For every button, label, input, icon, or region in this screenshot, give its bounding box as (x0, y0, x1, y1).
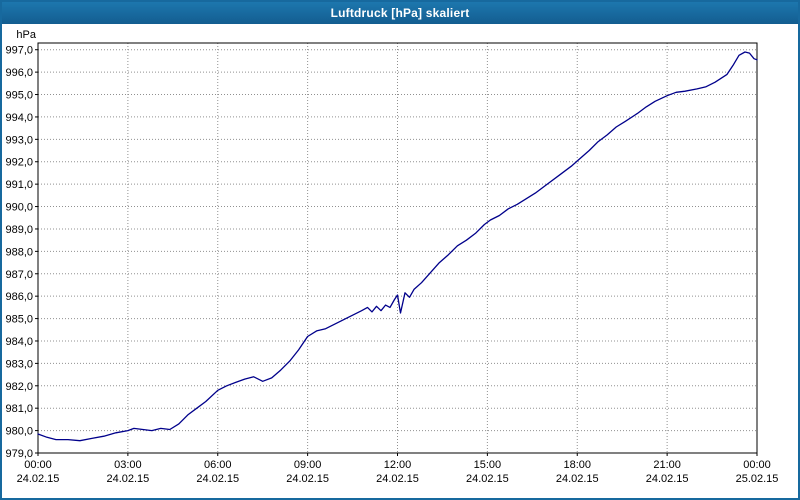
svg-text:12:00: 12:00 (384, 459, 412, 471)
svg-text:24.02.15: 24.02.15 (466, 473, 509, 485)
svg-text:984,0: 984,0 (5, 336, 33, 348)
svg-text:06:00: 06:00 (204, 459, 232, 471)
svg-text:24.02.15: 24.02.15 (17, 473, 60, 485)
svg-text:991,0: 991,0 (5, 179, 33, 191)
svg-text:24.02.15: 24.02.15 (646, 473, 689, 485)
svg-text:988,0: 988,0 (5, 246, 33, 258)
svg-text:03:00: 03:00 (114, 459, 142, 471)
svg-text:979,0: 979,0 (5, 448, 33, 460)
svg-text:985,0: 985,0 (5, 314, 33, 326)
pressure-line-chart: 979,0 980,0 981,0 982,0 983,0 984,0 985,0 986,0… (5, 29, 779, 485)
window-titlebar: Luftdruck [hPa] skaliert (2, 2, 798, 24)
svg-text:15:00: 15:00 (474, 459, 502, 471)
svg-text:hPa: hPa (16, 29, 36, 41)
svg-text:00:00: 00:00 (743, 459, 771, 471)
svg-text:00:00: 00:00 (24, 459, 52, 471)
svg-text:18:00: 18:00 (563, 459, 591, 471)
chart-area: 979,0 980,0 981,0 982,0 983,0 984,0 985,0 986,0… (2, 24, 798, 498)
svg-text:989,0: 989,0 (5, 224, 33, 236)
svg-text:986,0: 986,0 (5, 291, 33, 303)
svg-text:992,0: 992,0 (5, 157, 33, 169)
svg-text:24.02.15: 24.02.15 (106, 473, 149, 485)
svg-text:995,0: 995,0 (5, 90, 33, 102)
svg-text:983,0: 983,0 (5, 358, 33, 370)
svg-text:981,0: 981,0 (5, 403, 33, 415)
svg-text:24.02.15: 24.02.15 (376, 473, 419, 485)
svg-text:09:00: 09:00 (294, 459, 322, 471)
svg-text:24.02.15: 24.02.15 (556, 473, 599, 485)
svg-text:980,0: 980,0 (5, 426, 33, 438)
svg-text:982,0: 982,0 (5, 381, 33, 393)
svg-text:987,0: 987,0 (5, 269, 33, 281)
svg-text:24.02.15: 24.02.15 (286, 473, 329, 485)
svg-text:21:00: 21:00 (653, 459, 681, 471)
svg-text:990,0: 990,0 (5, 202, 33, 214)
svg-text:994,0: 994,0 (5, 112, 33, 124)
window-title: Luftdruck [hPa] skaliert (330, 6, 470, 20)
svg-text:24.02.15: 24.02.15 (196, 473, 239, 485)
svg-text:993,0: 993,0 (5, 134, 33, 146)
svg-text:996,0: 996,0 (5, 67, 33, 79)
svg-text:997,0: 997,0 (5, 45, 33, 57)
svg-text:25.02.15: 25.02.15 (736, 473, 779, 485)
